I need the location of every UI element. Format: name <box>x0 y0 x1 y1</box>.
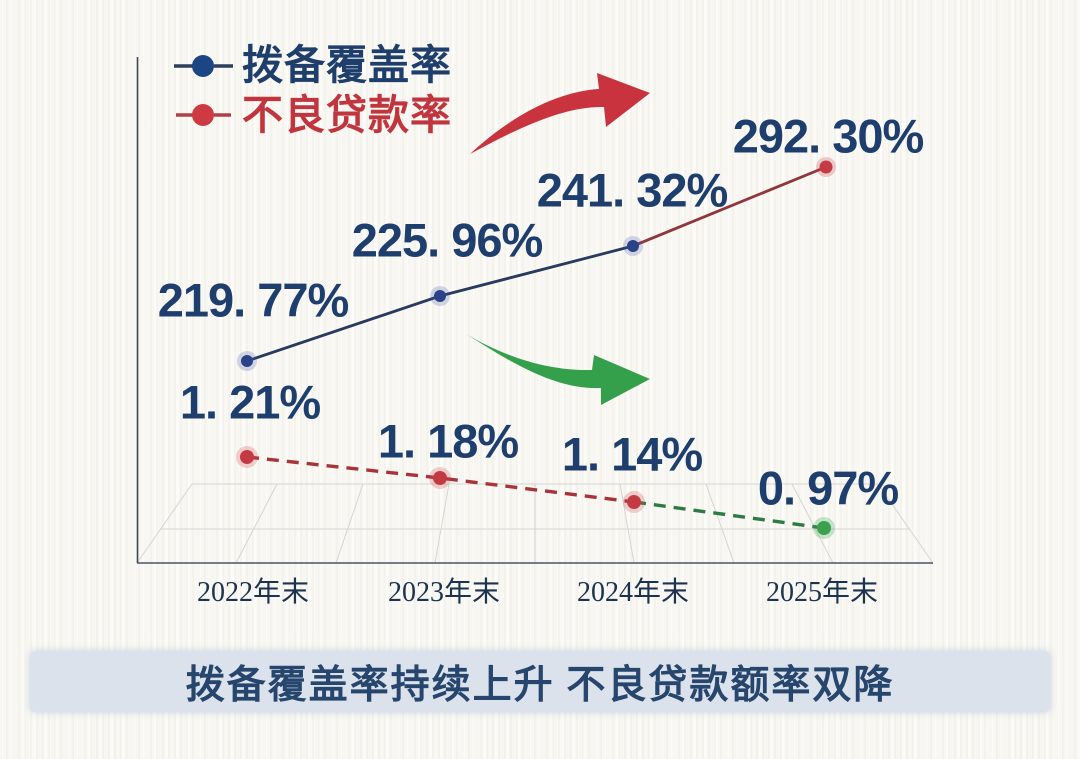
x-tick-2025: 2025年末 <box>765 577 879 608</box>
coverage-value-2025: 292. 30% <box>732 109 925 163</box>
footer-band: 拨备覆盖率持续上升 不良贷款额率双降 <box>30 651 1050 712</box>
coverage-value-2024: 241. 32% <box>536 163 729 217</box>
legend-marker-npl <box>176 104 231 126</box>
npl-points <box>236 446 835 539</box>
coverage-value-2022: 219. 77% <box>157 273 350 327</box>
coverage-value-2023: 225. 96% <box>351 213 544 267</box>
legend-label-coverage: 拨备覆盖率 <box>242 41 452 88</box>
legend: 拨备覆盖率 不良贷款率 <box>172 40 452 140</box>
down-arrow-icon <box>466 334 650 405</box>
x-tick-2023: 2023年末 <box>387 577 501 608</box>
legend-swatch-spacer <box>172 103 234 127</box>
legend-item-coverage: 拨备覆盖率 <box>172 40 452 90</box>
npl-line <box>246 455 825 530</box>
npl-value-2023: 1. 18% <box>377 414 519 468</box>
up-arrow-icon <box>470 73 650 154</box>
npl-value-2025: 0. 97% <box>757 461 899 515</box>
floor-grid <box>136 483 934 564</box>
legend-marker-coverage <box>174 55 233 77</box>
legend-swatch-spacer <box>172 53 234 77</box>
chart-title: 拨备覆盖率持续上升 不良贷款额率双降 <box>185 663 895 707</box>
npl-value-2022: 1. 21% <box>179 375 321 429</box>
legend-label-npl: 不良贷款率 <box>242 91 452 138</box>
x-tick-2024: 2024年末 <box>576 577 690 608</box>
coverage-points <box>237 157 836 371</box>
x-tick-2022: 2022年末 <box>196 577 310 608</box>
legend-item-npl: 不良贷款率 <box>172 90 452 140</box>
npl-value-2024: 1. 14% <box>561 427 703 481</box>
